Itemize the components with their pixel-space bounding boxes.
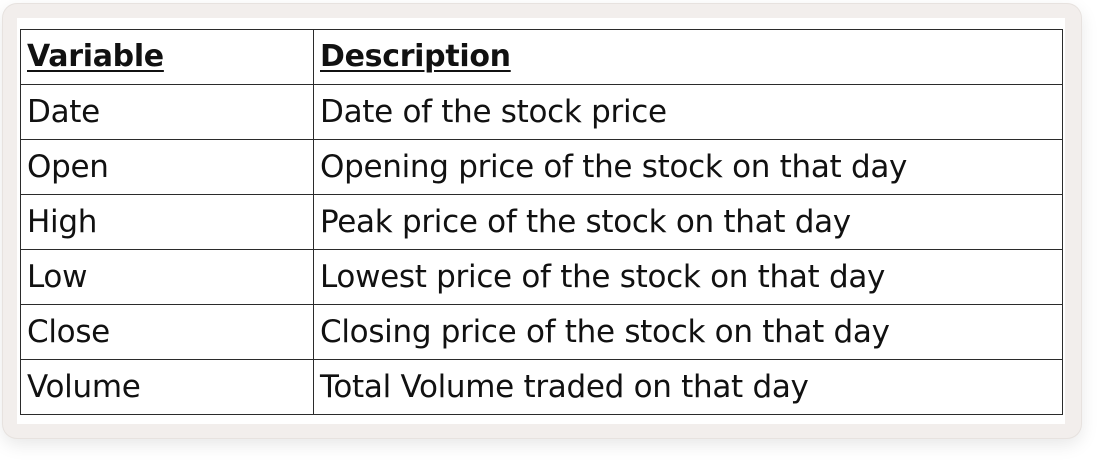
- table-row: Low Lowest price of the stock on that da…: [20, 249, 1063, 305]
- variable-cell: Volume: [20, 359, 314, 415]
- sheet: Variable Description Date Date of the st…: [17, 18, 1065, 424]
- table-row: Date Date of the stock price: [20, 84, 1063, 140]
- description-cell: Total Volume traded on that day: [313, 359, 1063, 415]
- variable-cell: Low: [20, 249, 314, 305]
- description-cell: Closing price of the stock on that day: [313, 304, 1063, 360]
- variables-table: Variable Description Date Date of the st…: [20, 29, 1063, 415]
- variable-cell: High: [20, 194, 314, 250]
- header-row: Variable Description: [20, 29, 1063, 85]
- table-row: Open Opening price of the stock on that …: [20, 139, 1063, 195]
- table-row: Close Closing price of the stock on that…: [20, 304, 1063, 360]
- variable-cell: Open: [20, 139, 314, 195]
- card-frame: Variable Description Date Date of the st…: [3, 4, 1081, 438]
- table-row: Volume Total Volume traded on that day: [20, 359, 1063, 415]
- variable-cell: Close: [20, 304, 314, 360]
- description-cell: Peak price of the stock on that day: [313, 194, 1063, 250]
- header-description: Description: [313, 29, 1063, 85]
- description-cell: Date of the stock price: [313, 84, 1063, 140]
- table-row: High Peak price of the stock on that day: [20, 194, 1063, 250]
- header-variable: Variable: [20, 29, 314, 85]
- variable-cell: Date: [20, 84, 314, 140]
- description-cell: Lowest price of the stock on that day: [313, 249, 1063, 305]
- description-cell: Opening price of the stock on that day: [313, 139, 1063, 195]
